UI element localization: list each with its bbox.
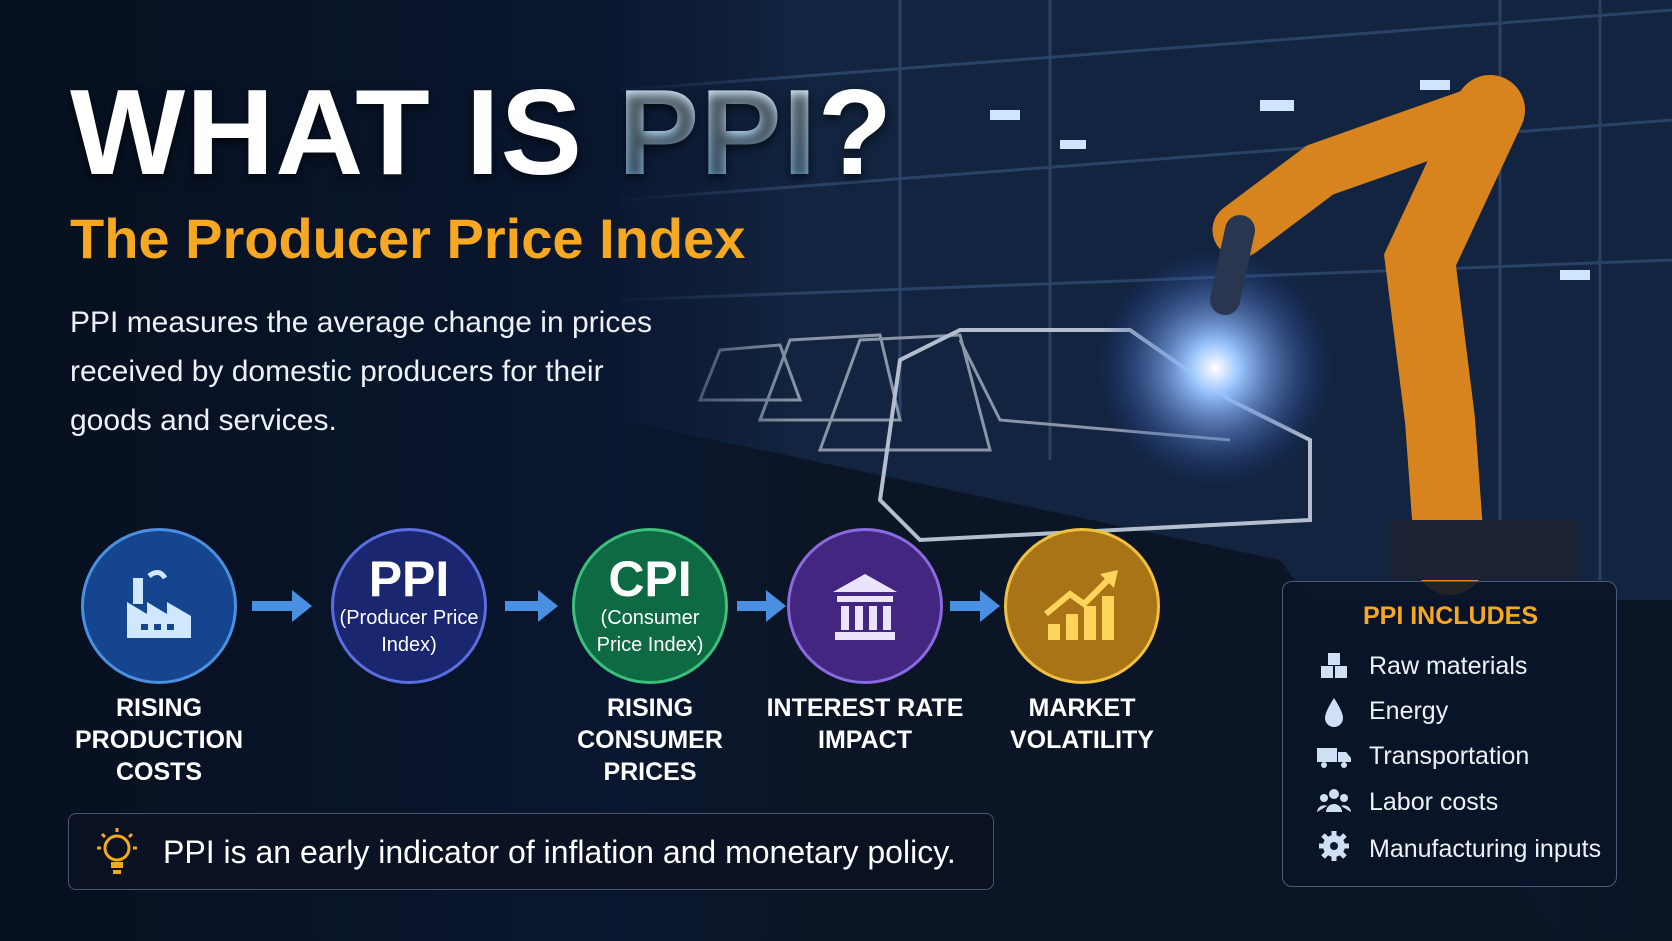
include-item: Labor costs — [1369, 788, 1499, 816]
includes-panel: PPI INCLUDES Raw materials Energy Transp… — [1282, 581, 1617, 887]
include-item: Transportation — [1369, 742, 1530, 770]
flow-label: MARKET VOLATILITY — [1010, 694, 1154, 754]
flow-label: INTEREST RATE IMPACT — [766, 694, 964, 754]
include-item: Energy — [1369, 697, 1449, 725]
bulb-icon — [97, 828, 137, 874]
subtitle: The Producer Price Index — [70, 207, 746, 270]
flow-circle: CPI (Consumer Price Index) — [572, 528, 728, 684]
panel-title: PPI INCLUDES — [1362, 602, 1539, 630]
flow-label: RISING PRODUCTION COSTS — [74, 694, 244, 786]
circle-heading: PPI — [368, 551, 450, 607]
flow-arrows — [252, 590, 1000, 622]
include-item: Manufacturing inputs — [1369, 835, 1602, 863]
note-box: PPI is an early indicator of inflation a… — [68, 813, 994, 890]
growth-icon — [1044, 570, 1118, 640]
title: WHAT IS PPI? — [70, 62, 893, 202]
flow-circle — [787, 528, 943, 684]
circle-heading: CPI — [608, 551, 692, 607]
title-suffix: ? — [817, 64, 894, 200]
description: PPI measures the average change in price… — [70, 306, 652, 437]
factory-icon — [127, 570, 191, 638]
robot-base — [1390, 520, 1580, 580]
title-highlight: PPI — [617, 64, 818, 200]
include-item: Raw materials — [1369, 652, 1528, 680]
welding-spark — [1095, 248, 1335, 488]
circle-subheading: (Consumer Price Index) — [596, 607, 704, 656]
flow-circle: PPI (Producer Price Index) — [331, 528, 487, 684]
flow-circle — [81, 528, 237, 684]
item-icons — [1317, 653, 1351, 861]
title-prefix: WHAT IS — [70, 64, 583, 200]
circle-subheading: (Producer Price Index) — [339, 607, 479, 656]
ceiling-lights — [990, 80, 1590, 280]
fade — [600, 0, 800, 941]
robot-arm — [1210, 75, 1525, 595]
bank-icon — [833, 574, 897, 640]
note-text: PPI is an early indicator of inflation a… — [163, 834, 956, 870]
flow-label: RISING CONSUMER PRICES — [577, 694, 723, 786]
flow-circle — [1004, 528, 1160, 684]
